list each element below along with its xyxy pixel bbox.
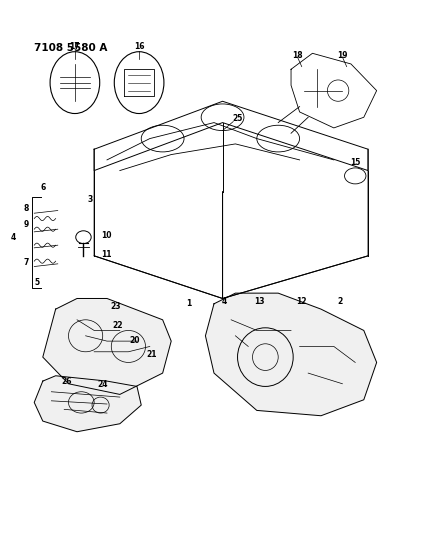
Text: 4: 4 (222, 297, 227, 305)
Text: 16: 16 (134, 43, 144, 51)
Text: 9: 9 (24, 221, 29, 229)
Text: 13: 13 (254, 297, 264, 305)
Polygon shape (43, 298, 171, 394)
Text: 2: 2 (338, 297, 343, 305)
Text: 4: 4 (11, 233, 16, 241)
Text: 19: 19 (337, 52, 348, 60)
Polygon shape (34, 376, 141, 432)
Text: 25: 25 (232, 114, 243, 123)
Polygon shape (205, 293, 377, 416)
Text: 18: 18 (292, 52, 303, 60)
Text: 1: 1 (186, 300, 191, 308)
Text: 7108 5580 A: 7108 5580 A (34, 43, 107, 53)
Text: 8: 8 (24, 205, 29, 213)
Text: 11: 11 (101, 251, 111, 259)
Text: 15: 15 (350, 158, 360, 167)
Text: 5: 5 (34, 278, 39, 287)
Circle shape (114, 52, 164, 114)
Text: 21: 21 (147, 350, 157, 359)
Text: 17: 17 (70, 43, 80, 51)
Text: 24: 24 (98, 381, 108, 389)
Text: 7: 7 (24, 258, 29, 266)
Text: 22: 22 (113, 321, 123, 329)
Text: 20: 20 (130, 336, 140, 344)
Text: 3: 3 (87, 196, 92, 204)
Text: 23: 23 (110, 302, 121, 311)
Text: 10: 10 (101, 231, 111, 240)
Text: 26: 26 (61, 377, 71, 385)
Text: 12: 12 (297, 297, 307, 305)
Text: 6: 6 (41, 183, 46, 192)
Circle shape (50, 52, 100, 114)
